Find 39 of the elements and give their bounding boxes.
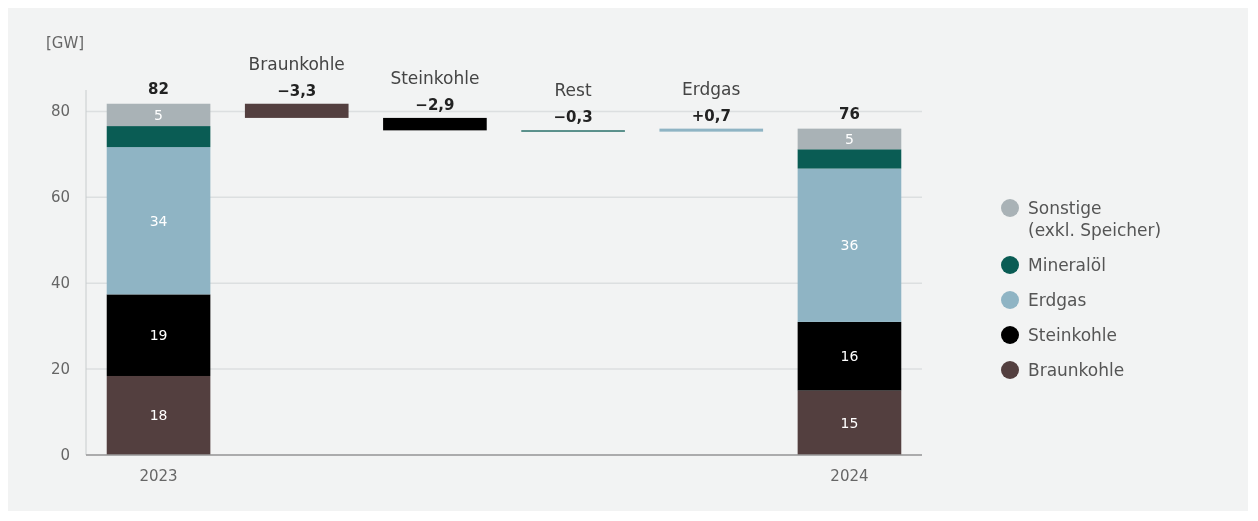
- total-label: 76: [839, 104, 860, 123]
- bar: [797, 149, 902, 169]
- y-axis-title: [GW]: [46, 34, 85, 52]
- y-tick-label: 80: [50, 102, 70, 121]
- data-label: 16: [840, 348, 859, 365]
- data-label: 5: [154, 106, 164, 123]
- bar: [106, 103, 211, 127]
- bar: [106, 375, 211, 455]
- legend-label: Sonstige (exkl. Speicher): [1028, 198, 1162, 240]
- bar: [797, 321, 902, 391]
- bar: [797, 168, 902, 322]
- total-label: 82: [148, 79, 169, 98]
- x-tick-label: Rest: [554, 80, 592, 101]
- y-tick-label: 60: [50, 188, 70, 207]
- data-label: 19: [149, 327, 168, 344]
- x-tick-label: 2023: [139, 467, 178, 485]
- bar: [797, 390, 902, 455]
- data-label: 36: [840, 237, 859, 254]
- data-label: −0,3: [553, 108, 593, 127]
- legend-label: Steinkohle: [1028, 325, 1118, 345]
- bar: [797, 128, 902, 150]
- legend-label: Erdgas: [1028, 290, 1087, 310]
- bar: [106, 294, 211, 376]
- x-tick-label: Erdgas: [682, 78, 741, 99]
- bar: [106, 147, 211, 295]
- data-label: 15: [840, 414, 859, 431]
- data-label: 34: [149, 212, 168, 229]
- bar: [106, 126, 211, 148]
- y-tick-label: 0: [60, 446, 70, 464]
- data-label: +0,7: [691, 106, 731, 125]
- x-tick-label: 2024: [830, 467, 869, 485]
- data-label: 18: [149, 407, 168, 424]
- legend-label: Mineralöl: [1028, 255, 1106, 275]
- data-label: 5: [844, 130, 854, 147]
- y-tick-label: 20: [50, 360, 70, 379]
- y-tick-label: 40: [50, 274, 70, 293]
- legend-label: Braunkohle: [1028, 360, 1125, 380]
- data-label: −3,3: [277, 81, 317, 100]
- data-label: −2,9: [415, 95, 455, 114]
